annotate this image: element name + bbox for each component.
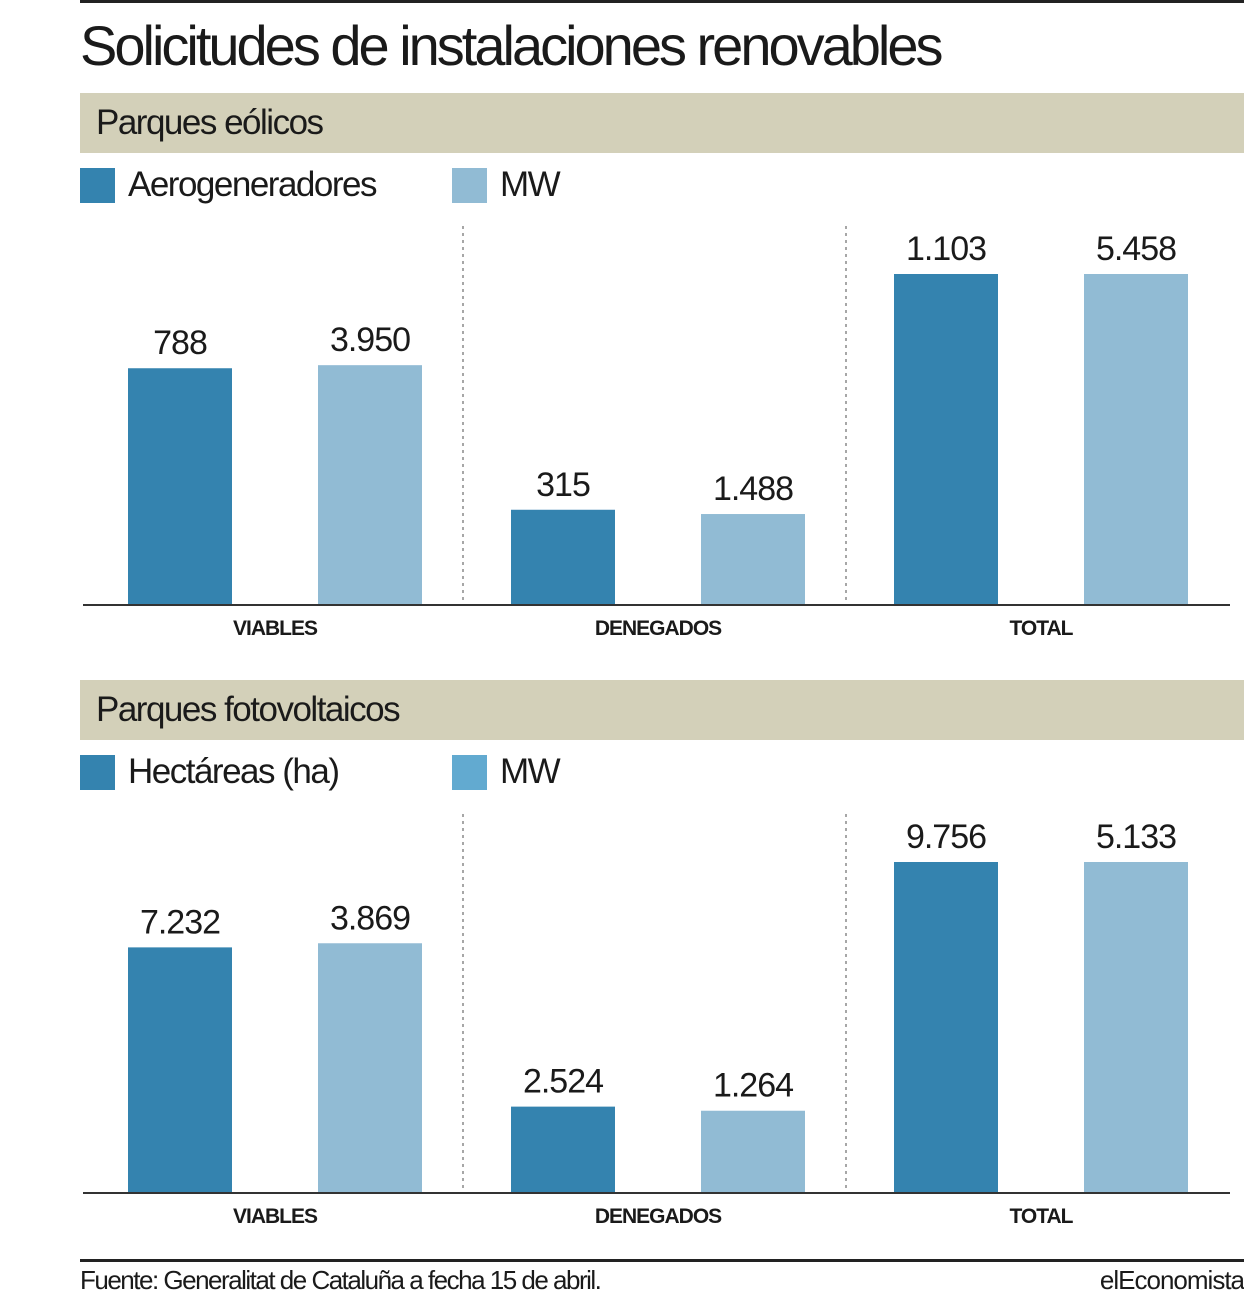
legend-label-hectareas: Hectáreas (ha) (128, 752, 340, 791)
legend-swatch-aerogeneradores (80, 168, 115, 203)
legend-swatch-mw-eolicos (452, 168, 487, 203)
legend-swatch-hectareas (80, 755, 115, 790)
data-label: 315 (536, 466, 590, 504)
footer-rule (80, 1259, 1244, 1262)
section-header-eolicos: Parques eólicos (80, 93, 1244, 153)
bar-fotovoltaicos-light-total (1084, 862, 1188, 1192)
bar-fotovoltaicos-light-viables (318, 943, 422, 1192)
legend-swatch-mw-fotovoltaicos (452, 755, 487, 790)
data-label: 1.488 (713, 470, 793, 508)
page-title: Solicitudes de instalaciones renovables (80, 14, 943, 77)
brand-logo: elEconomista (1099, 1265, 1244, 1295)
bar-eolicos-light-total (1084, 274, 1188, 604)
data-label: 5.458 (1096, 230, 1176, 268)
data-label: 1.103 (906, 230, 986, 268)
data-label: 3.950 (330, 321, 410, 359)
data-label: 3.869 (330, 899, 410, 937)
bar-fotovoltaicos-light-denegados (701, 1110, 805, 1192)
bar-eolicos-dark-viables (128, 368, 232, 604)
data-label: 788 (153, 324, 207, 362)
source-note: Fuente: Generalitat de Cataluña a fecha … (80, 1265, 602, 1295)
legend-label-aerogeneradores: Aerogeneradores (128, 165, 377, 204)
category-label: TOTAL (1009, 617, 1073, 640)
category-label: VIABLES (233, 617, 318, 640)
data-label: 9.756 (906, 818, 986, 856)
bar-eolicos-dark-denegados (511, 509, 615, 604)
data-label: 5.133 (1096, 818, 1176, 856)
category-label: TOTAL (1009, 1205, 1073, 1228)
data-label: 1.264 (713, 1067, 793, 1105)
bar-fotovoltaicos-dark-denegados (511, 1106, 615, 1192)
bar-eolicos-light-denegados (701, 514, 805, 604)
category-label: VIABLES (233, 1205, 318, 1228)
bar-eolicos-dark-total (894, 274, 998, 604)
bar-fotovoltaicos-dark-viables (128, 947, 232, 1192)
legend-label-mw-eolicos: MW (500, 165, 561, 204)
data-label: 2.524 (523, 1063, 603, 1101)
top-rule (80, 0, 1244, 3)
chart-parques-fotovoltaicos: 7.232 2.524 9.756 3.869 1.264 5.133 VIABLES DEN… (83, 814, 1230, 1228)
chart-parques-eolicos: 788 315 1.103 3.950 1.488 5.458 VIABLES DENEGAD… (83, 226, 1230, 640)
data-label: 7.232 (140, 903, 220, 941)
category-label: DENEGADOS (595, 617, 722, 640)
legend-label-mw-fotovoltaicos: MW (500, 752, 561, 791)
bar-fotovoltaicos-dark-total (894, 862, 998, 1192)
category-label: DENEGADOS (595, 1205, 722, 1228)
bar-eolicos-light-viables (318, 365, 422, 604)
section-header-fotovoltaicos: Parques fotovoltaicos (80, 680, 1244, 740)
